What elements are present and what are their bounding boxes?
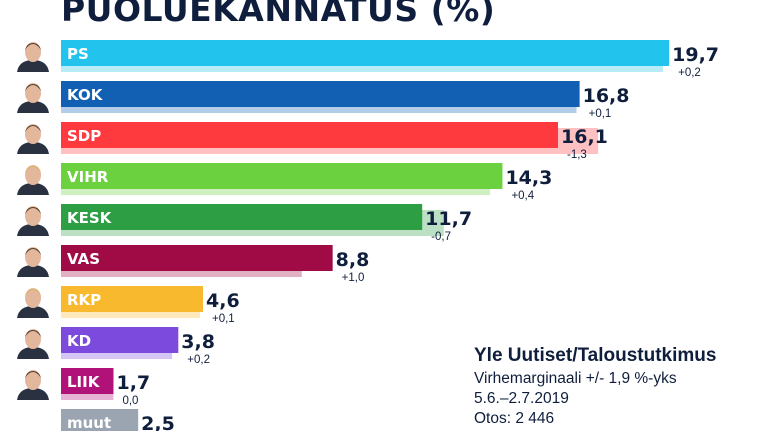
portrait-face xyxy=(25,370,41,390)
change-label: +0,2 xyxy=(678,67,701,79)
portrait-face xyxy=(25,329,41,349)
portrait-icon xyxy=(17,347,49,359)
bar-kesk xyxy=(61,204,423,230)
portrait-face xyxy=(25,42,41,62)
party-label: LIIK xyxy=(67,373,101,391)
party-label: PS xyxy=(67,45,89,63)
change-label: +0,4 xyxy=(511,190,534,202)
portrait-icon xyxy=(17,388,49,400)
party-label: KOK xyxy=(67,86,104,104)
bar-vihr xyxy=(61,163,503,189)
portrait-face xyxy=(25,288,41,308)
portrait-hair xyxy=(25,207,41,214)
portrait-hair xyxy=(25,84,41,91)
portrait-face xyxy=(25,124,41,144)
survey-period: 5.6.–2.7.2019 xyxy=(474,390,569,407)
bar-liik xyxy=(61,368,114,394)
portrait-hair xyxy=(25,330,41,337)
party-label: VAS xyxy=(67,250,100,268)
value-label: 2,5 xyxy=(141,413,175,431)
change-label: -1,3 xyxy=(567,149,587,161)
change-label: +0,1 xyxy=(212,313,235,325)
portrait-icon xyxy=(17,101,49,113)
portrait-face xyxy=(25,247,41,267)
portrait-icon xyxy=(17,60,49,72)
portrait-hair xyxy=(25,289,41,296)
party-label: RKP xyxy=(67,291,101,309)
bar-muut xyxy=(61,409,139,431)
portrait-icon xyxy=(17,265,49,277)
party-label: KESK xyxy=(67,209,113,227)
portrait-icon xyxy=(17,183,49,195)
bar-kd xyxy=(61,327,179,353)
portrait-hair xyxy=(25,125,41,132)
value-label: 4,6 xyxy=(206,290,240,312)
portrait-icon xyxy=(17,142,49,154)
chart-title: PUOLUEKANNATUS (%) xyxy=(61,0,496,29)
value-label: 8,8 xyxy=(336,249,370,271)
party-label: muut xyxy=(67,414,111,431)
portrait-face xyxy=(25,165,41,185)
value-label: 14,3 xyxy=(505,167,552,189)
portrait-hair xyxy=(25,43,41,50)
value-label: 1,7 xyxy=(116,372,150,394)
value-label: 16,8 xyxy=(583,85,630,107)
bar-ps xyxy=(61,40,670,66)
change-label: +0,1 xyxy=(589,108,612,120)
change-label: +1,0 xyxy=(342,272,365,284)
change-label: 0,0 xyxy=(122,395,138,407)
value-label: 11,7 xyxy=(425,208,472,230)
source-title: Yle Uutiset/Taloustutkimus xyxy=(474,345,717,366)
portrait-icon xyxy=(17,224,49,236)
bar-sdp xyxy=(61,122,559,148)
change-label: +0,2 xyxy=(187,354,210,366)
bar-rkp xyxy=(61,286,204,312)
value-label: 19,7 xyxy=(672,44,719,66)
portrait-hair xyxy=(25,371,41,378)
value-label: 16,1 xyxy=(561,126,608,148)
portrait-hair xyxy=(25,248,41,255)
bar-vas xyxy=(61,245,333,271)
bar-kok xyxy=(61,81,580,107)
portrait-face xyxy=(25,206,41,226)
portrait-icon xyxy=(17,306,49,318)
portrait-face xyxy=(25,83,41,103)
error-margin: Virhemarginaali +/- 1,9 %-yks xyxy=(474,370,677,387)
party-label: VIHR xyxy=(67,168,109,186)
party-label: SDP xyxy=(67,127,101,145)
change-label: -0,7 xyxy=(431,231,451,243)
portrait-hair xyxy=(25,166,41,173)
sample-size: Otos: 2 446 xyxy=(474,410,555,427)
value-label: 3,8 xyxy=(181,331,215,353)
party-label: KD xyxy=(67,332,91,350)
